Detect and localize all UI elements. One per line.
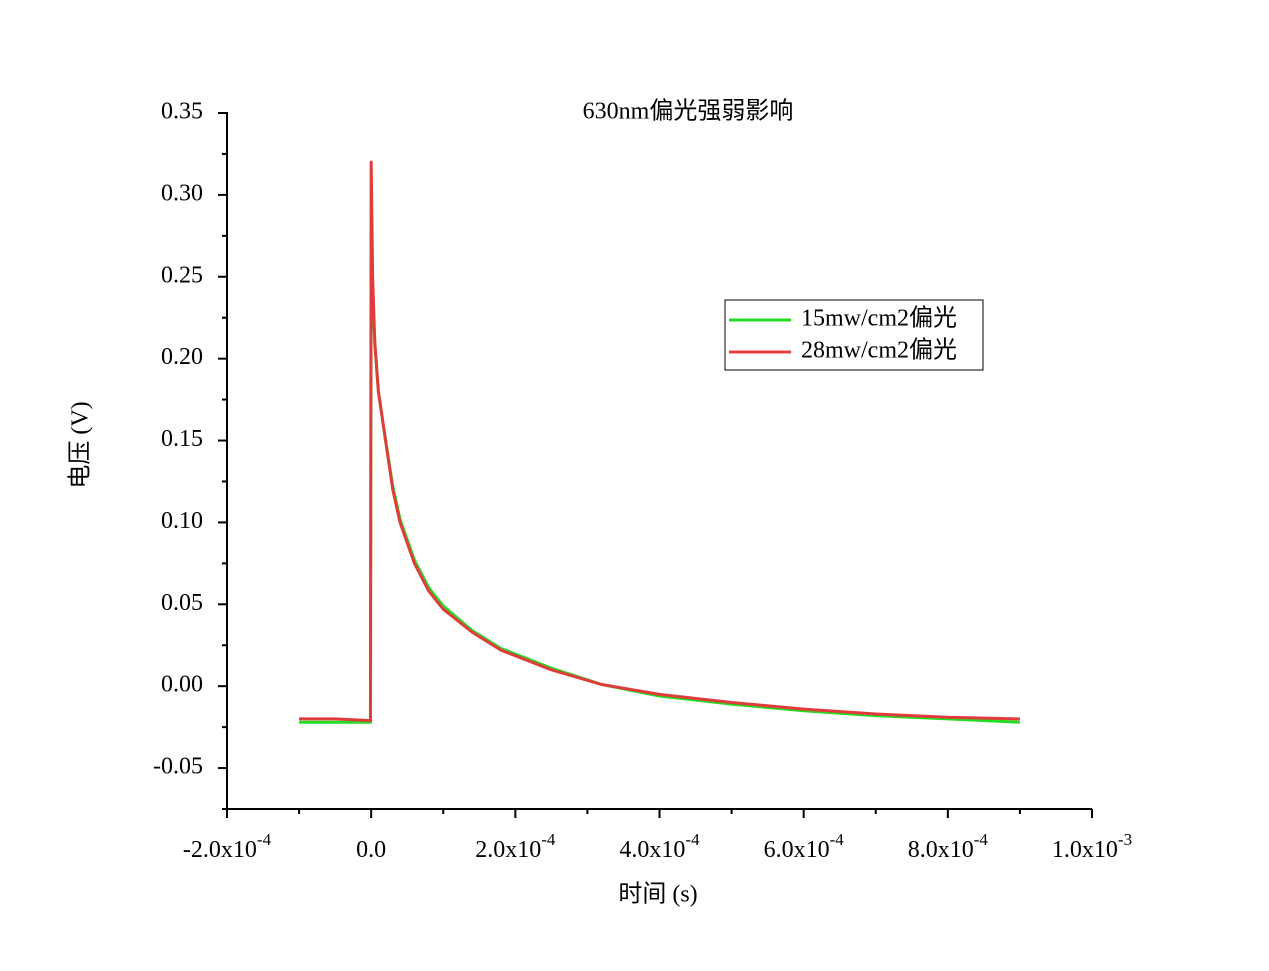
- x-axis-label: 时间 (s): [618, 881, 697, 908]
- y-tick-label: 0.35: [161, 99, 203, 125]
- x-tick-label-base: 4.0x10: [619, 837, 685, 863]
- x-tick-label: 1.0x10-3: [1052, 830, 1132, 863]
- y-tick-label: 0.20: [161, 344, 203, 370]
- y-tick-label: 0.30: [161, 180, 203, 206]
- x-tick-label: 8.0x10-4: [908, 830, 989, 863]
- y-tick-label: 0.15: [161, 426, 203, 452]
- x-tick-label-base: 0.0: [356, 837, 386, 863]
- x-tick-label-base: 1.0x10: [1052, 837, 1118, 863]
- x-tick-label-base: 6.0x10: [764, 837, 830, 863]
- chart-title: 630nm偏光强弱影响: [583, 98, 794, 125]
- y-tick-label: 0.00: [161, 672, 203, 698]
- x-tick-label-base: -2.0x10: [183, 837, 257, 863]
- x-tick-label: -2.0x10-4: [183, 830, 272, 863]
- x-tick-exponent: -4: [257, 830, 272, 849]
- y-tick-label: 0.10: [161, 508, 203, 534]
- x-tick-label: 4.0x10-4: [619, 830, 700, 863]
- x-tick-label: 0.0: [356, 837, 386, 863]
- y-tick-label: -0.05: [153, 754, 203, 780]
- data-line: [299, 160, 1020, 723]
- x-tick-label-base: 2.0x10: [475, 837, 541, 863]
- x-tick-exponent: -4: [541, 830, 556, 849]
- y-tick-label: 0.25: [161, 262, 203, 288]
- x-tick-exponent: -4: [830, 830, 845, 849]
- y-tick-label: 0.05: [161, 590, 203, 616]
- legend-box: [724, 299, 984, 371]
- x-tick-exponent: -4: [974, 830, 989, 849]
- x-tick-exponent: -3: [1118, 830, 1132, 849]
- x-tick-exponent: -4: [685, 830, 700, 849]
- x-tick-label: 2.0x10-4: [475, 830, 556, 863]
- legend-label: 28mw/cm2偏光: [801, 337, 957, 364]
- y-axis-label: 电压 (V): [67, 401, 94, 488]
- legend-label: 15mw/cm2偏光: [801, 305, 957, 332]
- x-tick-label: 6.0x10-4: [764, 830, 845, 863]
- x-tick-label-base: 8.0x10: [908, 837, 974, 863]
